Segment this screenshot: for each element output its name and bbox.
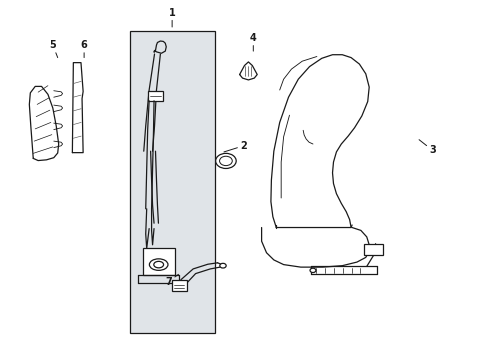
Bar — [172, 280, 186, 291]
Ellipse shape — [154, 261, 163, 268]
Ellipse shape — [219, 264, 225, 268]
Text: 2: 2 — [224, 141, 246, 152]
Bar — [147, 91, 163, 101]
Bar — [142, 248, 174, 275]
Text: 5: 5 — [49, 40, 58, 58]
Bar — [364, 244, 382, 255]
Bar — [129, 31, 215, 333]
Text: 1: 1 — [168, 8, 175, 27]
Text: 3: 3 — [418, 140, 435, 156]
Text: 4: 4 — [249, 33, 256, 51]
Text: 6: 6 — [81, 40, 87, 58]
Ellipse shape — [309, 268, 315, 273]
Ellipse shape — [149, 259, 168, 270]
Ellipse shape — [215, 153, 236, 168]
Text: 7: 7 — [165, 274, 178, 287]
Ellipse shape — [219, 156, 232, 166]
